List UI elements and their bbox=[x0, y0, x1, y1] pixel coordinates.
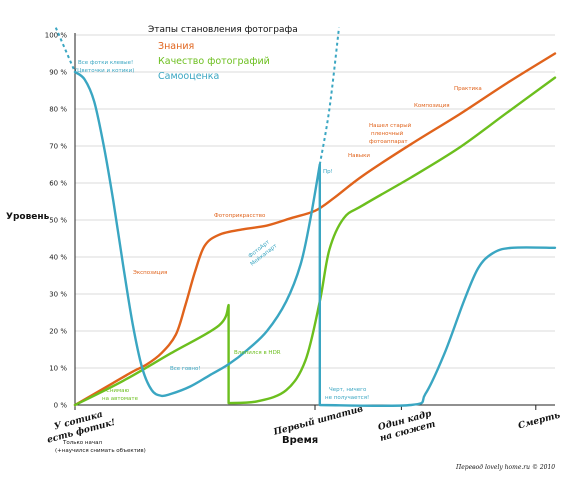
y-tick-label: 20 % bbox=[49, 328, 67, 336]
series-line-knowledge bbox=[73, 52, 557, 407]
annotation-film-2: пленочный bbox=[371, 130, 404, 137]
annotation-pr: Пр! bbox=[323, 169, 333, 175]
annotation-practice: Практика bbox=[454, 86, 482, 92]
legend-item-self-esteem: Самооценка bbox=[158, 71, 219, 82]
chart-title: Этапы становления фотографа bbox=[148, 25, 298, 35]
x-axis-label: Время bbox=[282, 435, 318, 446]
y-tick-label: 100 % bbox=[45, 32, 68, 40]
y-tick-label: 90 % bbox=[49, 69, 67, 77]
series-line-self-esteem bbox=[73, 70, 557, 408]
footnote-lens: (+научился снимать объектив) bbox=[55, 448, 146, 454]
annotation-auto-2: на автомате bbox=[102, 396, 139, 402]
y-tick-label: 40 % bbox=[49, 254, 67, 262]
annotation-damn-2: не получается! bbox=[325, 395, 369, 401]
annotation-film-3: фотоаппарат bbox=[369, 139, 408, 145]
annotation-composition: Композиция bbox=[414, 103, 450, 109]
y-tick-label: 10 % bbox=[49, 365, 67, 373]
legend-item-photo-quality: Качество фотографий bbox=[158, 56, 270, 67]
annotation-skills: Навыки bbox=[348, 153, 370, 159]
y-tick-label: 50 % bbox=[49, 217, 67, 225]
grid bbox=[75, 34, 555, 369]
y-tick-label: 70 % bbox=[49, 143, 67, 151]
annotation-exposure: Экспозиция bbox=[133, 270, 167, 276]
annotation-damn-1: Черт, ничего bbox=[329, 387, 367, 393]
credit: Перевод lovely home.ru © 2010 bbox=[455, 464, 555, 471]
y-tick-label: 80 % bbox=[49, 106, 67, 114]
legend-item-knowledge: Знания bbox=[158, 41, 194, 52]
annotation-auto-1: Снимаю bbox=[106, 388, 130, 394]
x-tick-label: Первый штатив bbox=[271, 403, 364, 438]
series-lines bbox=[54, 27, 557, 408]
y-tick-label: 30 % bbox=[49, 291, 67, 299]
annotation-hdr: Влепился в HDR bbox=[234, 350, 281, 356]
annotation-all-photos-cool: Все фотки клевые! bbox=[78, 60, 133, 66]
footnote-just-started: Только начал bbox=[62, 440, 103, 446]
series-line-photo-quality bbox=[73, 76, 557, 407]
x-tick-label: Смерть bbox=[517, 411, 561, 432]
annotation-film-1: Нашел старый bbox=[369, 122, 412, 129]
y-axis-label: Уровень bbox=[6, 212, 50, 222]
series-line-dashed-extension bbox=[318, 27, 340, 165]
annotation-photoshop: Фотоприкрасство bbox=[214, 213, 266, 219]
y-tick-label: 60 % bbox=[49, 180, 67, 188]
y-ticks: 0 % 10 % 20 % 30 % 40 % 50 % 60 % 70 % 80 % 90 % 1… bbox=[45, 32, 68, 410]
series-line-dashed-extension bbox=[54, 27, 76, 73]
y-tick-label: 0 % bbox=[54, 402, 68, 410]
annotation-all-bad: Все говно! bbox=[170, 366, 201, 372]
annotation-flowers-cats: (Цветочки и котики) bbox=[75, 68, 134, 74]
legend: Этапы становления фотографа Знания Качес… bbox=[148, 25, 298, 82]
